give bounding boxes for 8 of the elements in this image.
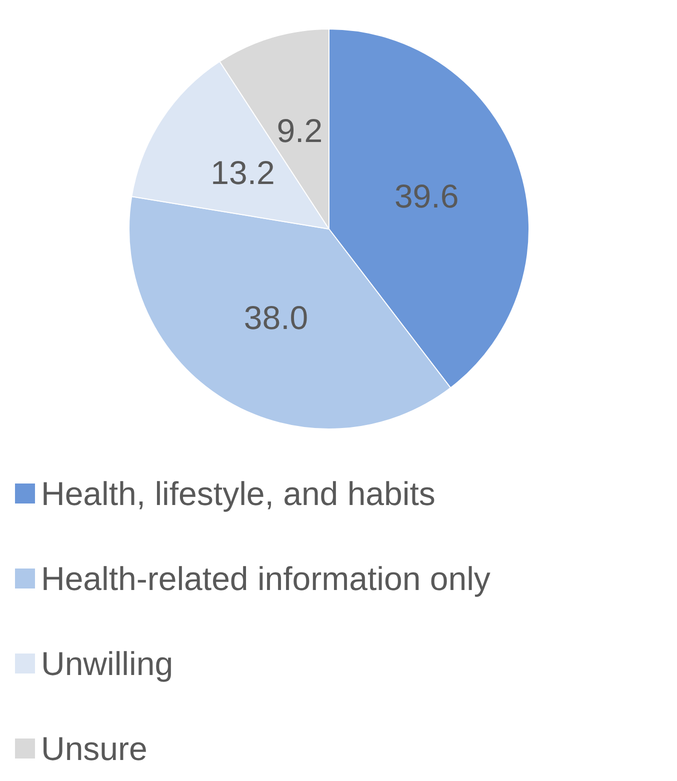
data-label: 9.2 (276, 112, 323, 149)
legend-label: Health, lifestyle, and habits (41, 475, 436, 512)
legend-label: Health-related information only (41, 560, 491, 597)
data-label: 39.6 (394, 177, 459, 214)
legend-label: Unwilling (41, 645, 174, 682)
data-label: 13.2 (210, 154, 275, 192)
data-label: 38.0 (244, 298, 308, 336)
legend-label: Unsure (41, 730, 148, 767)
